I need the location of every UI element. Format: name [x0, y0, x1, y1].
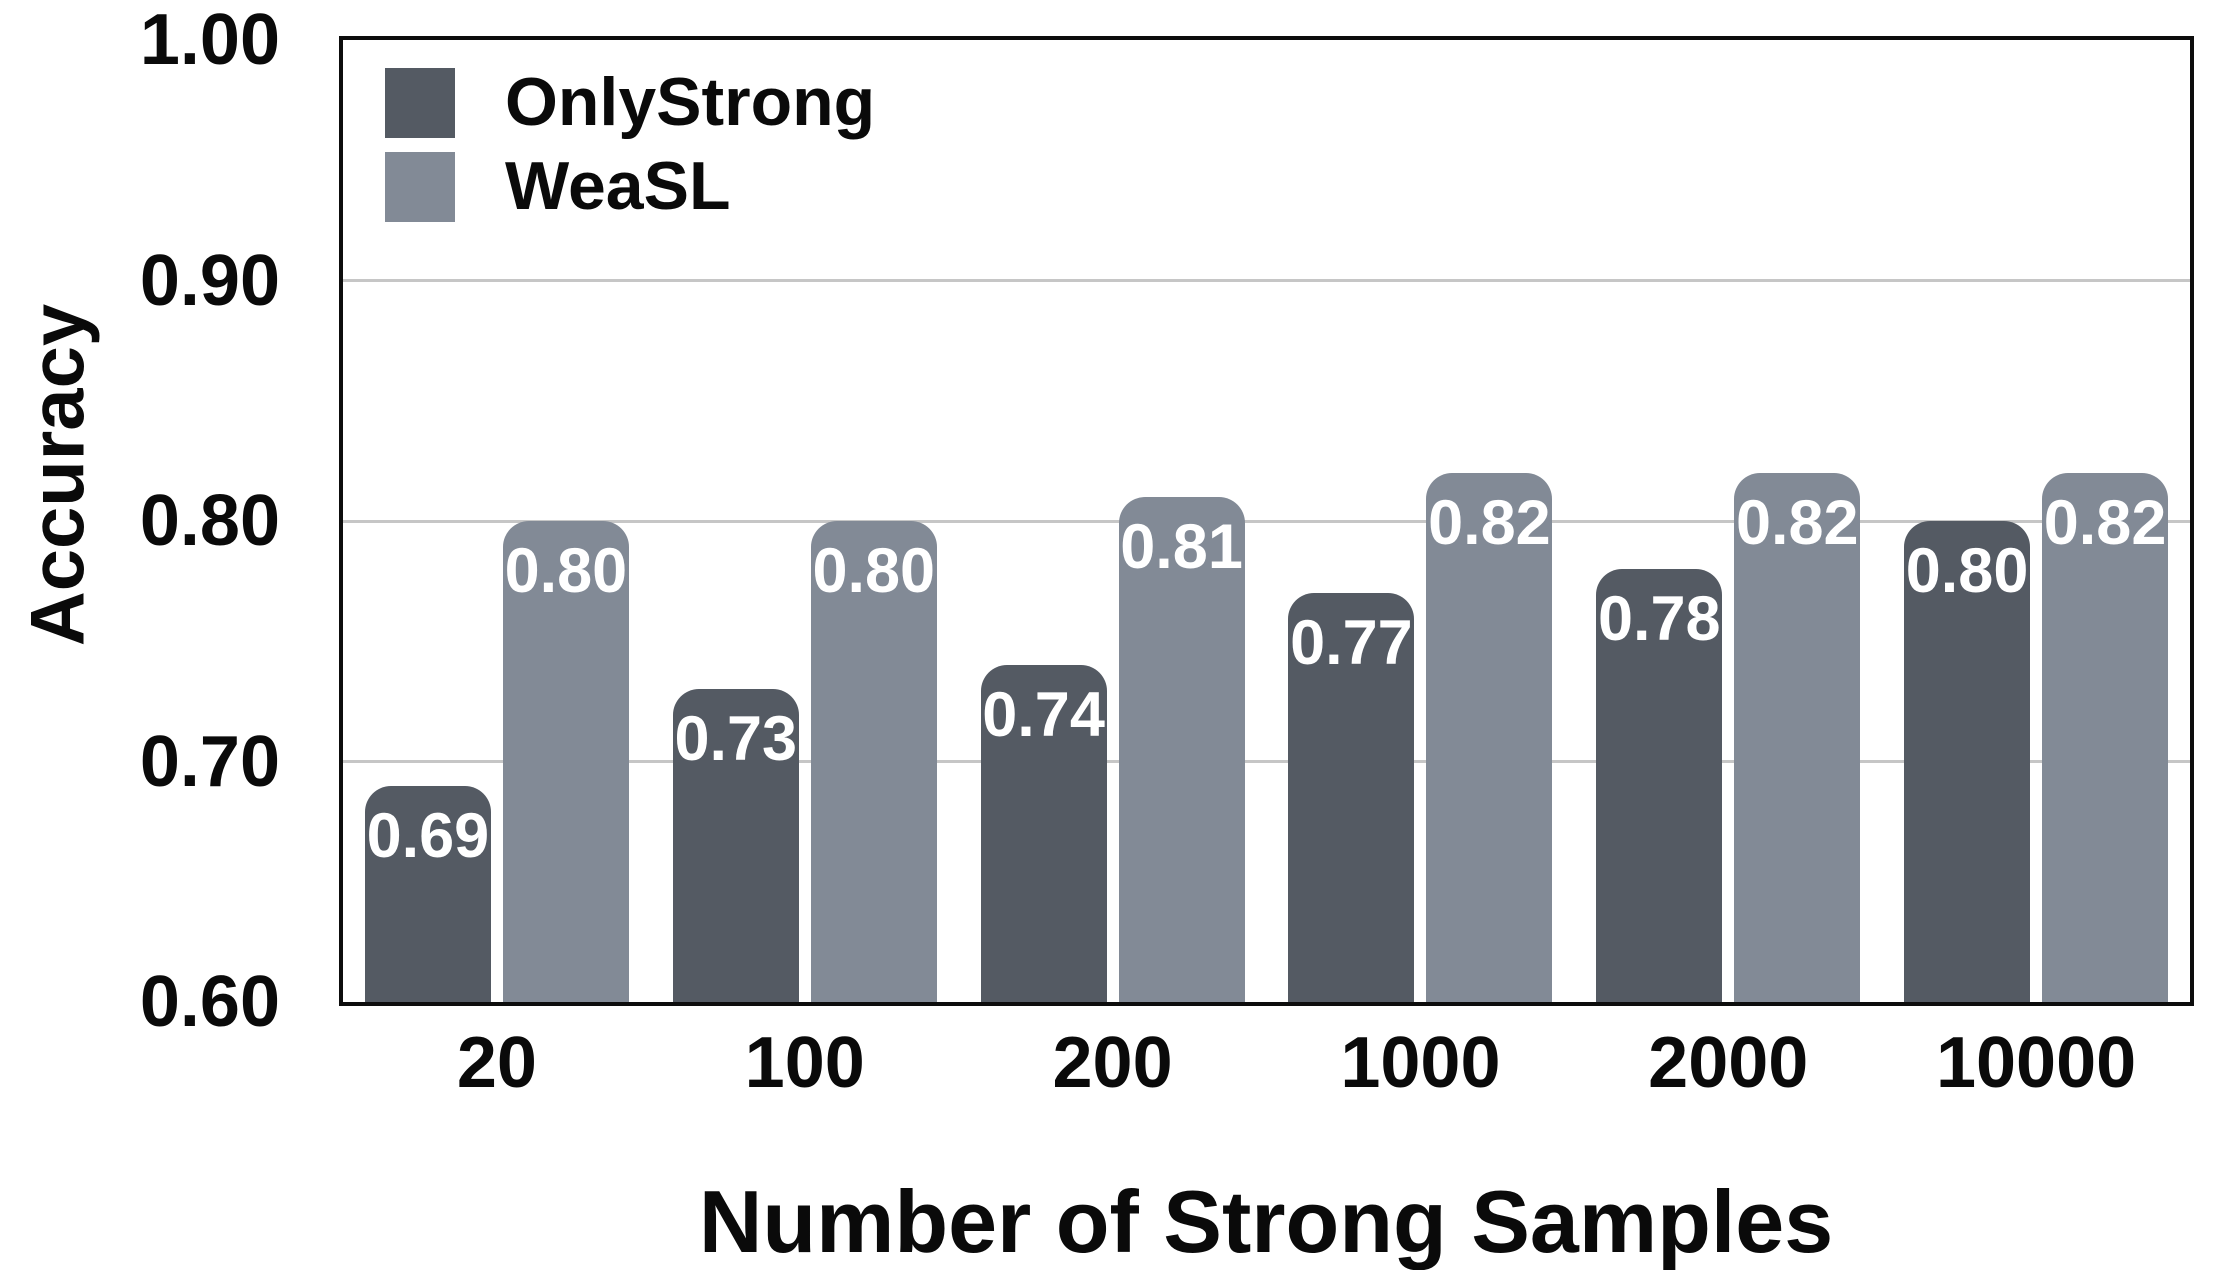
legend-label-weasl: WeaSL	[505, 148, 731, 224]
y-tick-label-0.80: 0.80	[139, 481, 280, 561]
y-tick-label-0.70: 0.70	[139, 721, 280, 802]
legend-swatch-weasl	[385, 152, 455, 222]
x-tick-label-20: 20	[456, 1023, 537, 1103]
bar-weasl-10000	[2042, 472, 2169, 1002]
gridline-0.80	[343, 519, 2190, 523]
x-tick-label-2000: 2000	[1648, 1023, 1809, 1103]
bar-value-label-weasl-20: 0.80	[504, 536, 628, 606]
bar-onlystrong-100	[672, 689, 799, 1002]
bar-onlystrong-200	[980, 665, 1107, 1002]
bar-weasl-1000	[1426, 472, 1553, 1002]
bar-value-label-weasl-100: 0.80	[812, 536, 936, 606]
bar-value-label-onlystrong-2000: 0.78	[1597, 584, 1721, 655]
bar-value-label-weasl-2000: 0.82	[1735, 487, 1859, 558]
bar-value-label-weasl-200: 0.81	[1120, 511, 1243, 582]
bar-onlystrong-20	[364, 785, 491, 1002]
bar-onlystrong-2000	[1596, 569, 1723, 1002]
y-tick-label-0.60: 0.60	[139, 962, 280, 1042]
bar-onlystrong-10000	[1904, 521, 2031, 1002]
plot-area: 0.69 0.80 0.73 0.80 0.74 0.81 0.77 0.82 0.78 0.82…	[339, 36, 2194, 1006]
bar-weasl-20	[502, 521, 629, 1002]
x-tick-label-10000: 10000	[1935, 1023, 2137, 1103]
gridline-0.70	[343, 760, 2190, 763]
gridline-0.90	[343, 279, 2190, 282]
bar-value-label-onlystrong-1000: 0.77	[1290, 608, 1413, 679]
x-tick-label-1000: 1000	[1340, 1023, 1501, 1103]
y-tick-label-0.90: 0.90	[139, 240, 280, 321]
x-tick-label-100: 100	[744, 1023, 865, 1103]
y-axis-label: Accuracy	[15, 303, 101, 647]
legend-swatch-onlystrong	[385, 68, 455, 138]
bar-value-label-onlystrong-100: 0.73	[674, 704, 798, 775]
bar-value-label-onlystrong-20: 0.69	[366, 800, 490, 871]
bar-weasl-2000	[1734, 472, 1861, 1002]
y-tick-label-1.00: 1.00	[139, 0, 280, 80]
legend-label-onlystrong: OnlyStrong	[505, 64, 876, 140]
bar-value-label-weasl-1000: 0.82	[1428, 487, 1551, 558]
bar-weasl-100	[810, 521, 937, 1002]
x-tick-label-200: 200	[1052, 1023, 1173, 1103]
bar-weasl-200	[1118, 496, 1245, 1002]
x-axis-label: Number of Strong Samples	[698, 1172, 1834, 1270]
bar-value-label-weasl-10000: 0.82	[2043, 487, 2167, 558]
bar-value-label-onlystrong-10000: 0.80	[1905, 536, 2029, 606]
bar-value-label-onlystrong-200: 0.74	[982, 680, 1105, 751]
bar-onlystrong-1000	[1288, 593, 1415, 1002]
